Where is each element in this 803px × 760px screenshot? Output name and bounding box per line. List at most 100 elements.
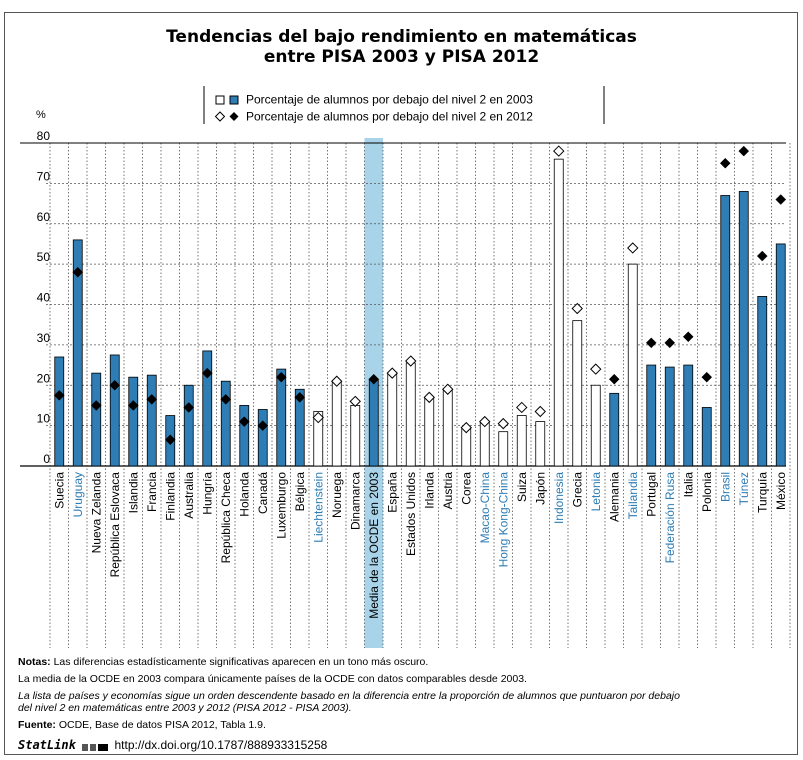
bar-2003 [183,384,194,467]
notes-line-2: La media de la OCDE en 2003 compara únic… [18,673,527,685]
bar-2003 [442,388,453,467]
x-labels-layer: Suecia Uruguay Nueva Zelanda República Eslo… [52,472,788,619]
marker-2012 [497,417,509,430]
source-label: Fuente: [18,719,56,731]
x-tick-label: Finlandia [163,472,177,521]
marker-2012 [756,250,768,262]
marker-2012 [275,371,287,383]
notes-line-4: del nivel 2 en matemáticas entre 2003 y … [18,702,352,714]
legend-2012-nonsig-marker [214,111,226,122]
legend-2003-label: Porcentaje de alumnos por debajo del niv… [246,93,533,107]
bar-2003 [757,296,768,467]
legend-2003-sig-swatch [229,95,239,105]
marker-2012 [312,411,324,424]
bar-2003 [590,384,601,467]
legend-2012-sig-marker [229,112,239,121]
bar-2003 [128,376,139,467]
marker-2012 [146,394,158,405]
x-tick-label: Dinamarca [348,472,362,530]
notes-line-3: La lista de países y economías sigue un … [18,690,680,702]
legend: Porcentaje de alumnos por debajo del niv… [203,86,605,124]
x-tick-label: Grecia [570,472,584,508]
x-tick-label: República Checa [219,472,233,564]
y-tick-label: 30 [37,331,51,345]
marker-2012 [571,302,583,315]
notes-line-1: Notas: Las diferencias estadísticamente … [18,656,793,668]
marker-2012 [53,389,65,401]
x-tick-label: Liechtenstein [311,472,325,543]
bar-2003 [350,405,361,467]
marker-2012 [183,402,195,413]
x-tick-label: Holanda [237,472,251,517]
marker-2012 [331,375,343,387]
x-tick-label: Japón [533,472,547,505]
x-tick-label: España [385,472,399,513]
x-tick-label: Alemania [607,472,621,522]
bar-2003 [276,368,287,467]
bar-2003 [627,263,638,467]
bar-2003 [664,366,675,467]
bar-2003 [424,396,435,467]
x-tick-label: Islandia [126,472,140,514]
x-tick-label: Noruega [330,472,344,518]
x-tick-label: Nueva Zelanda [89,472,103,554]
statlink-url[interactable]: http://dx.doi.org/10.1787/888933315258 [114,738,328,752]
marker-2012 [701,371,713,383]
x-tick-label: Irlanda [422,472,436,509]
bar-2003 [146,374,157,467]
x-tick-label: Brasil [718,472,732,502]
source-text: OCDE, Base de datos PISA 2012, Tabla 1.9… [55,719,266,731]
x-tick-label: Hong Kong-China [496,472,510,568]
bar-2003 [405,362,416,467]
x-tick-label: México [774,472,788,510]
x-tick-label: Hungría [200,472,214,515]
x-tick-label: Polonia [700,472,714,512]
marker-2012 [294,392,306,403]
marker-2012 [423,391,435,404]
statlink-label: StatLink [18,738,76,752]
bar-2003 [609,392,620,467]
marker-2012 [201,367,213,379]
bar-2003 [202,350,213,467]
grid-layer [20,138,791,648]
marker-2012 [738,145,750,157]
source-line: Fuente: OCDE, Base de datos PISA 2012, T… [18,719,793,731]
x-tick-label: Estados Unidos [404,472,418,556]
bar-2003 [775,243,786,467]
x-tick-label: Corea [459,472,473,505]
bar-2003 [535,421,546,467]
marker-2012 [516,401,528,414]
y-tick-label: 50 [37,250,51,264]
bar-2003 [720,195,731,467]
bar-2003 [72,239,83,467]
bar-2003 [368,378,379,467]
y-tick-label: 40 [37,291,51,305]
bar-2003 [498,431,509,467]
notes-text: Las diferencias estadísticamente signifi… [50,656,429,668]
x-tick-label: Luxemburgo [274,472,288,539]
y-tick-label: 10 [37,412,51,426]
marker-2012 [368,373,380,385]
y-tick-label: 0 [43,452,50,466]
bar-2003 [220,380,231,467]
bar-2003 [91,372,102,467]
marker-2012 [386,367,398,379]
legend-2012-label: Porcentaje de alumnos por debajo del niv… [246,110,533,124]
figure-frame [4,12,798,755]
marker-2012 [664,337,676,349]
statlink-icon [82,741,109,752]
y-tick-label: 80 [37,129,51,143]
marker-2012 [719,157,731,169]
x-tick-label: Canadá [256,472,270,514]
x-tick-label: Bélgica [293,472,307,512]
bar-2003 [553,158,564,467]
marker-2012 [442,383,454,395]
x-tick-label: Federación Rusa [663,472,677,564]
x-tick-label: Francia [145,472,159,512]
bar-2003 [461,427,472,467]
marker-2012 [220,394,232,405]
x-tick-label: Suecia [52,472,66,509]
notes-label: Notas: [18,656,51,668]
bar-2003 [387,372,398,467]
bar-2003 [646,364,657,467]
